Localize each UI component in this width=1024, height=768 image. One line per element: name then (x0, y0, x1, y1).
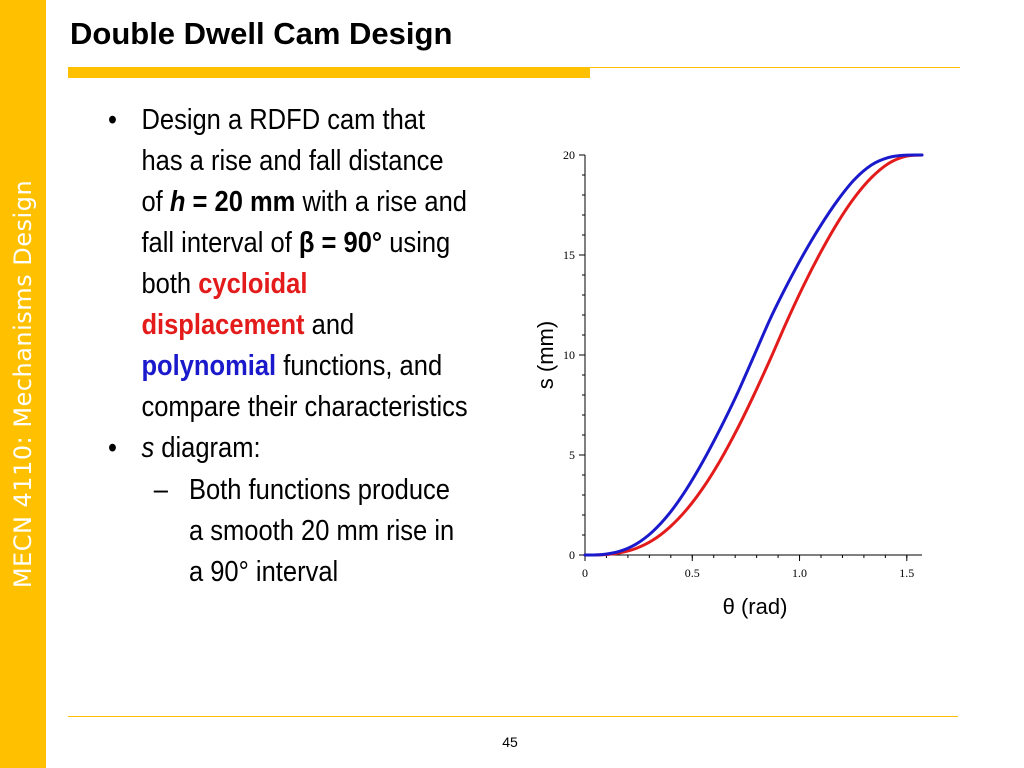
x-tick-label: 0 (582, 566, 588, 580)
x-tick-label: 1.5 (899, 566, 914, 580)
bullet-symbol: • (108, 432, 117, 464)
x-tick-label: 1.0 (792, 566, 807, 580)
bullet-text-normal: using both (141, 227, 451, 300)
y-tick-label: 20 (563, 148, 575, 162)
displacement-chart: 0 0.5 1.0 1.5 0 5 10 15 20 θ (rad) s (mm) (533, 148, 924, 619)
y-tick-label: 10 (563, 348, 575, 362)
bullet-item: • Design a RDFD cam that has a rise and … (108, 100, 469, 428)
chart-ticks (579, 154, 908, 561)
title-underline-thick (68, 67, 590, 78)
bullet-text-normal: diagram: (154, 432, 261, 464)
x-axis-label: θ (rad) (723, 594, 788, 619)
bullet-symbol: • (108, 104, 117, 136)
cycloidal-term: cycloidal displacement (141, 268, 308, 341)
x-tick-label: 0.5 (685, 566, 700, 580)
y-tick-label: 0 (569, 548, 575, 562)
sub-bullet-item: – Both functions produce a smooth 20 mm … (154, 470, 469, 593)
s-variable: s (141, 432, 155, 464)
bullet-text-normal: and (304, 309, 355, 341)
title-underline-thin (590, 67, 960, 68)
slide-content: • Design a RDFD cam that has a rise and … (108, 100, 469, 593)
sub-bullet-symbol: – (153, 474, 168, 506)
slide-title: Double Dwell Cam Design (70, 16, 453, 51)
course-label: MECN 4110: Mechanisms Design (9, 179, 37, 589)
bullet-text-normal: with a rise and fall interval of (141, 186, 467, 259)
bullet-text-normal: functions, and compare their characteris… (141, 350, 468, 423)
h-variable: h (169, 186, 186, 218)
beta-value: β = 90° (298, 227, 383, 259)
bullet-item: • s diagram: (108, 428, 469, 469)
h-value: = 20 mm (185, 186, 296, 218)
footer-rule (68, 716, 958, 717)
sidebar-band: MECN 4110: Mechanisms Design (0, 0, 46, 768)
y-tick-label: 15 (563, 248, 575, 262)
chart-tick-labels: 0 0.5 1.0 1.5 0 5 10 15 20 (563, 148, 914, 580)
series-line (583, 153, 924, 557)
bullet-text-normal: Design a RDFD cam that has a rise and fa… (141, 104, 444, 218)
series-line (583, 153, 924, 557)
page-number: 45 (502, 734, 518, 750)
y-axis-label: s (mm) (533, 321, 558, 389)
chart-series (583, 153, 924, 557)
sub-bullet-text: Both functions produce a smooth 20 mm ri… (188, 474, 455, 588)
polynomial-term: polynomial (141, 350, 277, 382)
y-tick-label: 5 (569, 448, 575, 462)
